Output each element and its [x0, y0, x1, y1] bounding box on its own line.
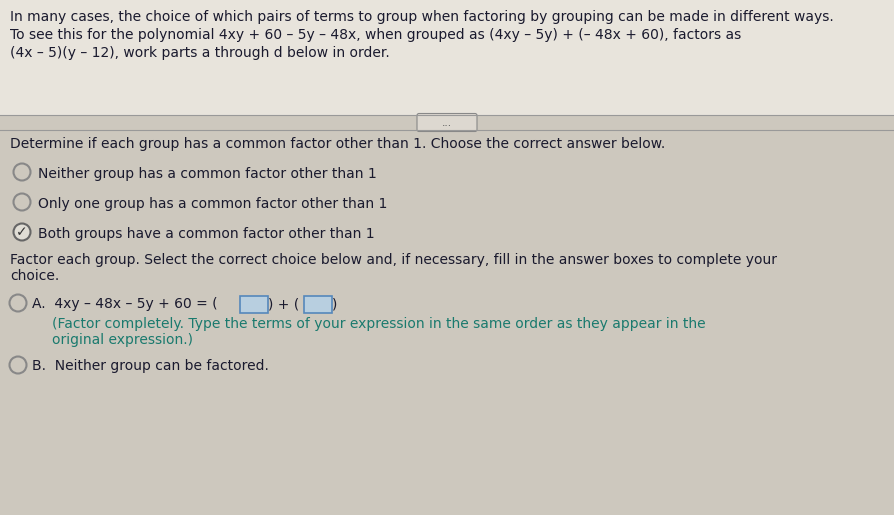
Text: ) + (: ) + ( — [268, 297, 299, 311]
Circle shape — [13, 224, 30, 241]
Text: ...: ... — [442, 117, 452, 128]
FancyBboxPatch shape — [304, 296, 332, 313]
Text: original expression.): original expression.) — [52, 333, 193, 347]
Text: (4x – 5)(y – 12), work parts a through d below in order.: (4x – 5)(y – 12), work parts a through d… — [10, 46, 390, 60]
Text: ✓: ✓ — [16, 225, 28, 239]
Text: Factor each group. Select the correct choice below and, if necessary, fill in th: Factor each group. Select the correct ch… — [10, 253, 777, 267]
Text: (Factor completely. Type the terms of your expression in the same order as they : (Factor completely. Type the terms of yo… — [52, 317, 705, 331]
Text: A.  4xy – 48x – 5y + 60 = (: A. 4xy – 48x – 5y + 60 = ( — [32, 297, 217, 311]
Text: choice.: choice. — [10, 269, 59, 283]
Text: Only one group has a common factor other than 1: Only one group has a common factor other… — [38, 197, 387, 211]
Text: B.  Neither group can be factored.: B. Neither group can be factored. — [32, 359, 269, 373]
Text: Neither group has a common factor other than 1: Neither group has a common factor other … — [38, 167, 376, 181]
Circle shape — [13, 163, 30, 180]
Text: Both groups have a common factor other than 1: Both groups have a common factor other t… — [38, 227, 375, 241]
Circle shape — [10, 356, 27, 373]
Text: In many cases, the choice of which pairs of terms to group when factoring by gro: In many cases, the choice of which pairs… — [10, 10, 834, 24]
FancyBboxPatch shape — [240, 296, 268, 313]
Text: Determine if each group has a common factor other than 1. Choose the correct ans: Determine if each group has a common fac… — [10, 137, 665, 151]
FancyBboxPatch shape — [0, 0, 894, 115]
Circle shape — [10, 295, 27, 312]
Text: ): ) — [332, 297, 337, 311]
Text: To see this for the polynomial 4xy + 60 – 5y – 48x, when grouped as (4xy – 5y) +: To see this for the polynomial 4xy + 60 … — [10, 28, 741, 42]
Circle shape — [13, 194, 30, 211]
FancyBboxPatch shape — [417, 113, 477, 131]
